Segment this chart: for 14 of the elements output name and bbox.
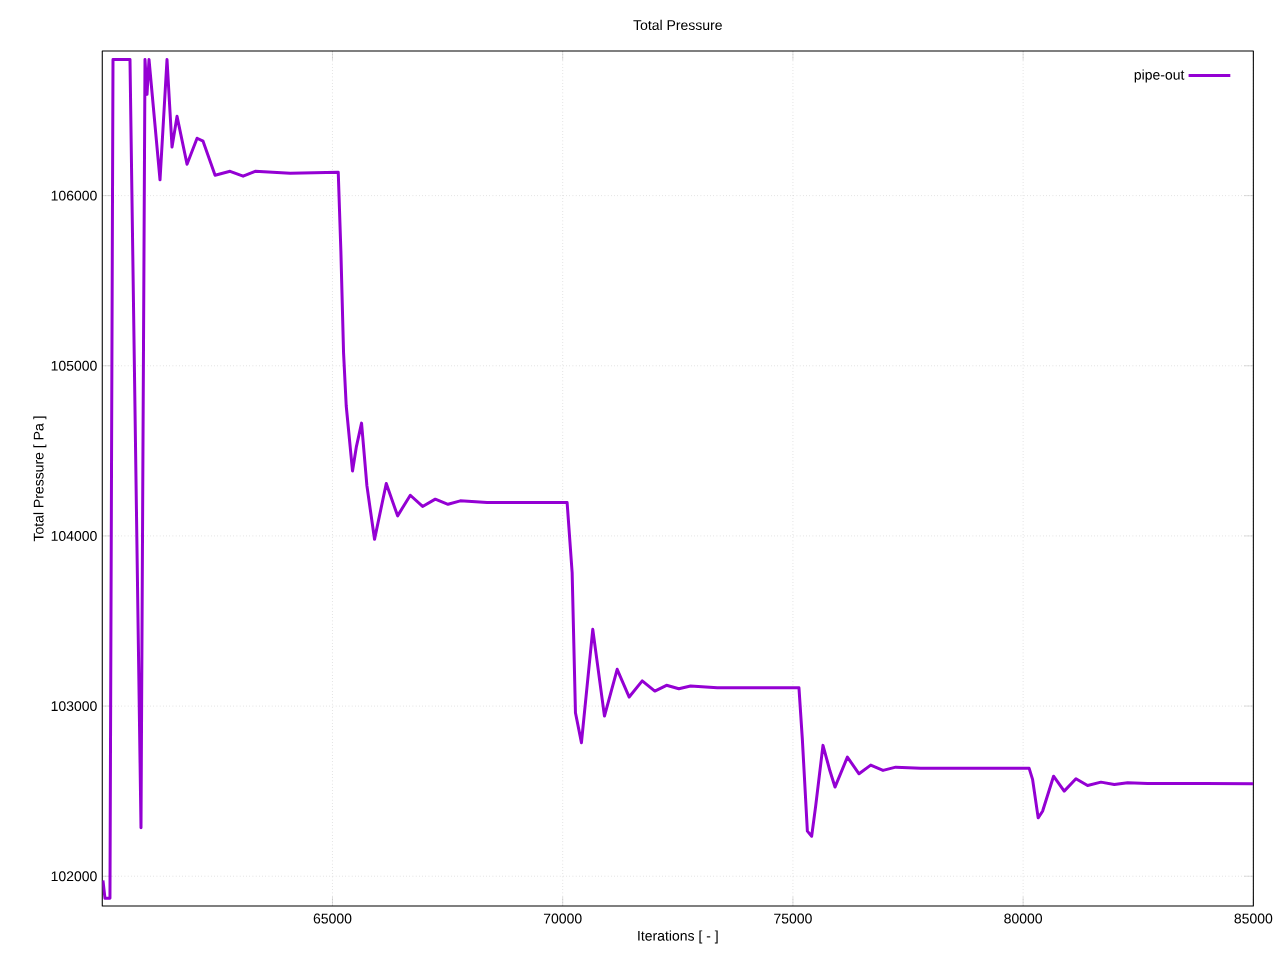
- x-tick-label: 85000: [1234, 913, 1273, 924]
- legend-label: pipe-out: [1134, 69, 1185, 83]
- y-tick-label: 102000: [51, 871, 97, 882]
- x-axis-title: Iterations [ - ]: [638, 930, 718, 944]
- x-tick-label: 80000: [1004, 913, 1043, 924]
- y-tick-label: 103000: [51, 701, 97, 712]
- x-tick-label: 70000: [543, 913, 582, 924]
- y-tick-label: 106000: [51, 190, 97, 201]
- y-tick-label: 105000: [51, 360, 97, 371]
- x-tick-label: 75000: [774, 913, 812, 924]
- y-tick-label: 104000: [51, 530, 97, 541]
- x-tick-label: 65000: [313, 913, 352, 924]
- y-axis-title: Total Pressure [ Pa ]: [33, 416, 47, 542]
- chart-title: Total Pressure: [633, 19, 722, 31]
